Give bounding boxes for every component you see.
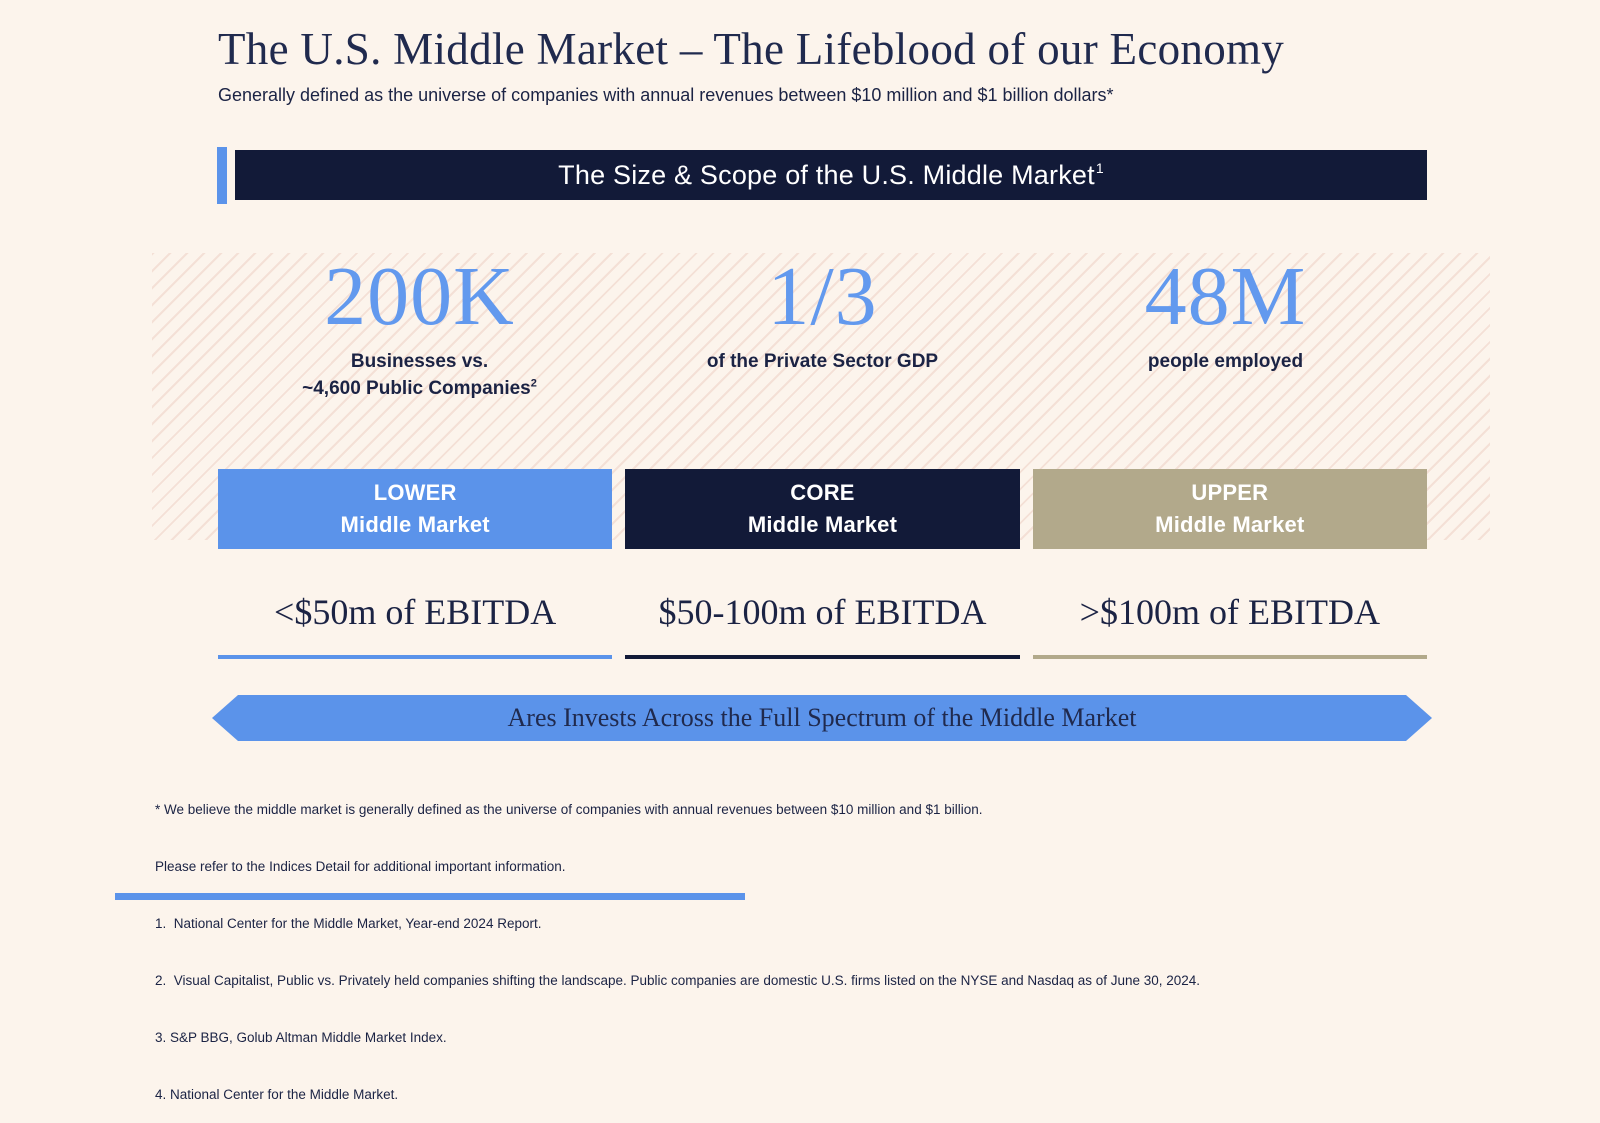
banner-box: The Size & Scope of the U.S. Middle Mark… [235,150,1427,200]
segment-tier-label: CORE [790,480,855,506]
banner-title: The Size & Scope of the U.S. Middle Mark… [558,159,1095,190]
stat-label-line1: Businesses vs. [350,351,489,372]
ebitda-label: $50-100m of EBITDA [658,592,987,632]
page-title: The U.S. Middle Market – The Lifeblood o… [218,24,1285,74]
stat-footnote-ref: 2 [530,377,537,390]
stats-row: 200K Businesses vs. ~4,600 Public Compan… [218,255,1427,402]
stat-value: 200K [324,250,515,343]
ebitda-label: >$100m of EBITDA [1079,592,1380,632]
banner-accent-bar [217,147,227,204]
segment-name-label: Middle Market [747,512,898,537]
stat-label: people employed [1024,349,1427,376]
ebitda-row: <$50m of EBITDA $50-100m of EBITDA >$100… [218,592,1427,660]
segment-name-label: Middle Market [1155,512,1305,537]
footnotes: * We believe the middle market is genera… [155,762,1455,1123]
ebitda-underline-upper [1032,655,1427,660]
segment-box-upper: UPPER Middle Market [1032,469,1427,549]
segments-row: LOWER Middle Market CORE Middle Market U… [218,469,1427,549]
stat-gdp: 1/3 of the Private Sector GDP [621,255,1024,402]
ebitda-core: $50-100m of EBITDA [625,592,1020,660]
ebitda-underline-lower [218,655,613,660]
section-banner: The Size & Scope of the U.S. Middle Mark… [217,147,1427,204]
ebitda-upper: >$100m of EBITDA [1032,592,1427,660]
footnote-line: 2. Visual Capitalist, Public vs. Private… [155,973,1201,988]
stat-label-line1: people employed [1147,351,1304,372]
footnote-line: Please refer to the Indices Detail for a… [155,859,566,874]
stat-label: of the Private Sector GDP [621,349,1024,376]
stat-value: 1/3 [767,250,878,343]
footnote-line: * We believe the middle market is genera… [155,802,983,817]
segment-tier-label: UPPER [1191,480,1269,506]
page-subtitle: Generally defined as the universe of com… [218,84,1114,105]
stat-employment: 48M people employed [1024,255,1427,402]
stat-label-line1: of the Private Sector GDP [706,351,939,372]
segment-tier-label: LOWER [373,480,457,506]
arrow-banner-label: Ares Invests Across the Full Spectrum of… [507,703,1137,732]
stat-businesses: 200K Businesses vs. ~4,600 Public Compan… [218,255,621,402]
stat-label: Businesses vs. ~4,600 Public Companies2 [218,349,621,402]
slide: { "header": { "title": "The U.S. Middle … [115,24,1490,1102]
ebitda-underline-core [625,655,1020,660]
stat-label-line2: ~4,600 Public Companies [302,377,531,399]
stat-value: 48M [1144,250,1307,343]
banner-footnote-ref: 1 [1095,160,1104,176]
segment-name-label: Middle Market [340,512,490,537]
footnote-line: 4. National Center for the Middle Market… [155,1087,399,1102]
segment-box-core: CORE Middle Market [625,469,1020,549]
bottom-edge-bar [115,893,745,900]
segment-box-lower: LOWER Middle Market [218,469,613,549]
footnote-line: 1. National Center for the Middle Market… [155,916,542,931]
footnote-line: 3. S&P BBG, Golub Altman Middle Market I… [155,1030,447,1045]
arrow-banner: Ares Invests Across the Full Spectrum of… [212,695,1432,741]
title-block: The U.S. Middle Market – The Lifeblood o… [218,24,1428,106]
ebitda-lower: <$50m of EBITDA [218,592,613,660]
ebitda-label: <$50m of EBITDA [274,592,557,632]
